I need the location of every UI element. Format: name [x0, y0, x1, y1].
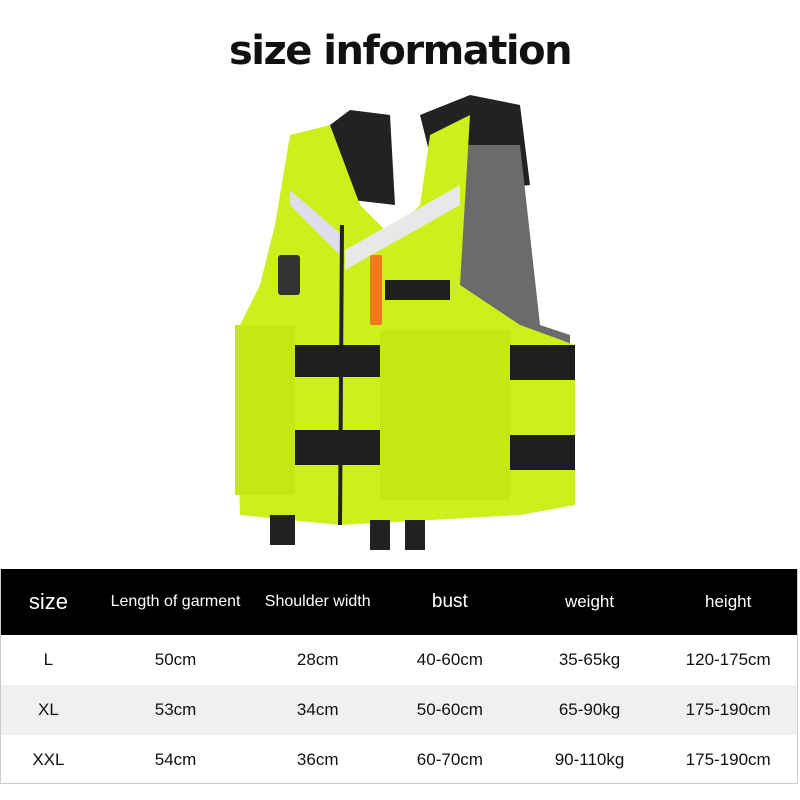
table-row: XL 53cm 34cm 50-60cm 65-90kg 175-190cm	[1, 685, 797, 735]
table-header: size Length of garment Shoulder width bu…	[1, 569, 797, 635]
table-cell: 60-70cm	[416, 750, 483, 769]
size-table: size Length of garment Shoulder width bu…	[0, 569, 798, 784]
table-cell: 40-60cm	[416, 650, 483, 669]
table-cell: 36cm	[296, 750, 339, 769]
table-cell: 54cm	[154, 750, 197, 769]
table-cell: XL	[37, 700, 59, 719]
page-title: size information	[228, 28, 573, 74]
life-vest-image	[235, 95, 575, 550]
table-cell: 120-175cm	[685, 650, 771, 669]
header-cell: Length of garment	[110, 593, 241, 610]
header-cell: weight	[564, 592, 615, 611]
table-cell: 175-190cm	[685, 700, 771, 719]
table-cell: XXL	[32, 750, 65, 769]
table-cell: 35-65kg	[558, 650, 621, 669]
header-cell: bust	[431, 591, 468, 612]
header-cell: size	[28, 589, 68, 614]
header-cell: height	[705, 592, 752, 611]
table-cell: 34cm	[296, 700, 339, 719]
table-cell: L	[43, 650, 54, 669]
table-cell: 175-190cm	[685, 750, 771, 769]
table-row: L 50cm 28cm 40-60cm 35-65kg 120-175cm	[1, 635, 797, 685]
table-row: XXL 54cm 36cm 60-70cm 90-110kg 175-190cm	[1, 735, 797, 785]
table-cell: 28cm	[296, 650, 339, 669]
header-cell: Shoulder width	[264, 593, 371, 610]
table-cell: 65-90kg	[558, 700, 621, 719]
table-cell: 90-110kg	[554, 750, 625, 769]
table-cell: 50cm	[154, 650, 197, 669]
table-cell: 53cm	[154, 700, 197, 719]
table-cell: 50-60cm	[416, 700, 483, 719]
